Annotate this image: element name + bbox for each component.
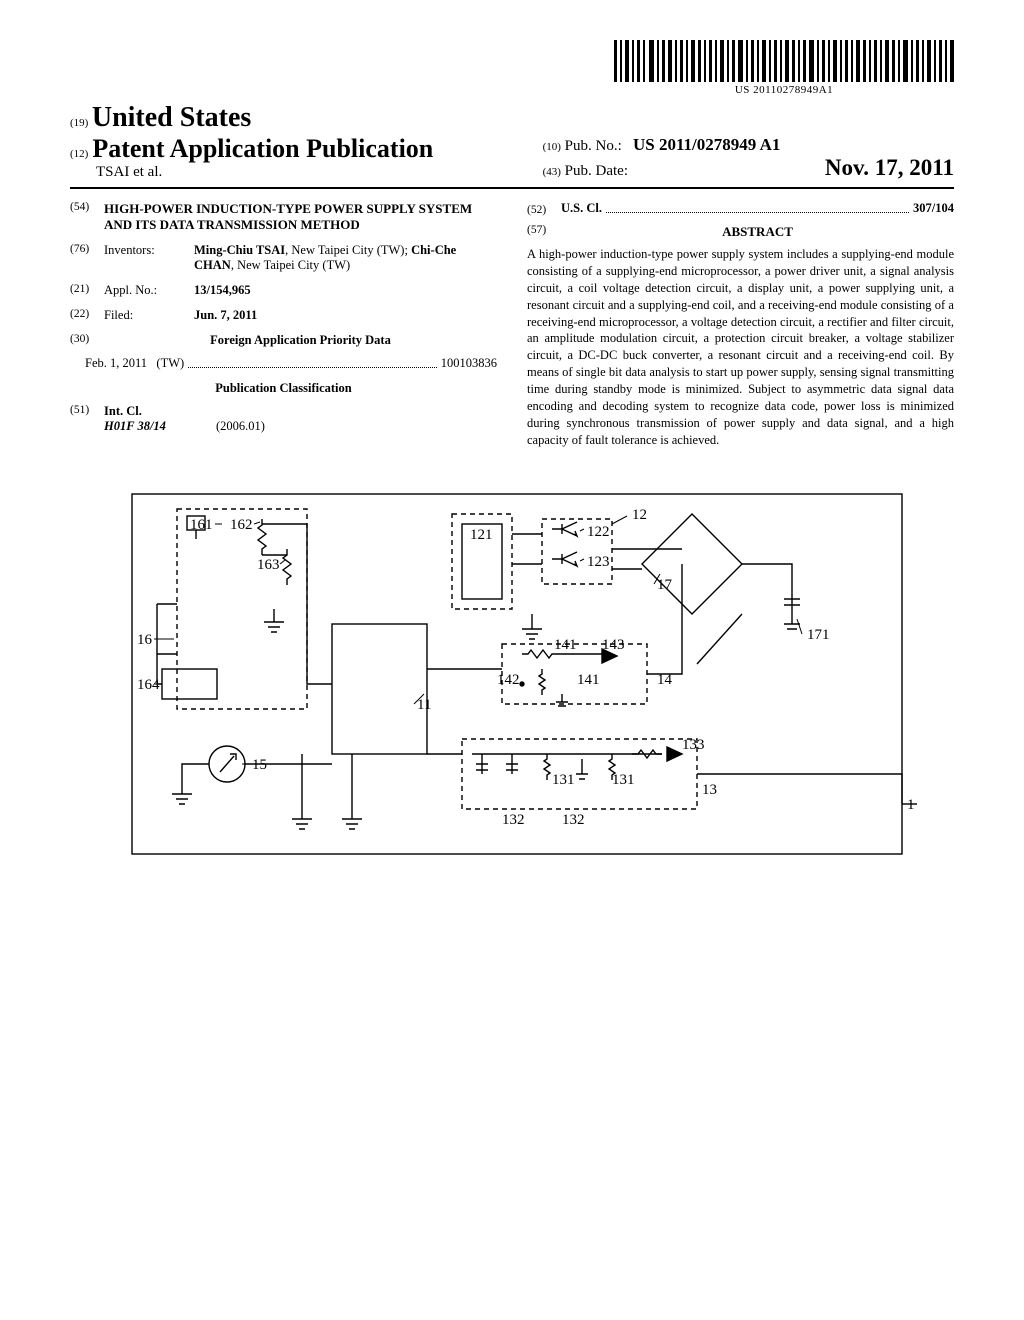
pubtype: Patent Application Publication bbox=[92, 134, 433, 163]
uscl-value: 307/104 bbox=[913, 201, 954, 216]
svg-text:161: 161 bbox=[190, 517, 213, 533]
figure: 161 162 163 16 164 15 11 121 122 123 12 … bbox=[70, 474, 954, 879]
svg-text:133: 133 bbox=[682, 737, 705, 753]
barcode-svg bbox=[614, 40, 954, 82]
filed-row: (22) Filed: Jun. 7, 2011 bbox=[70, 308, 497, 323]
title-num: 54 bbox=[74, 201, 86, 213]
inventors-row: (76) Inventors: Ming-Chiu TSAI, New Taip… bbox=[70, 243, 497, 273]
intcl-code: H01F 38/14 bbox=[104, 419, 166, 433]
authors-line: TSAI et al. bbox=[70, 164, 523, 181]
svg-text:141: 141 bbox=[554, 637, 577, 653]
pubdate-line: (43) Pub. Date: Nov. 17, 2011 bbox=[543, 155, 954, 181]
pubdate-num: 43 bbox=[546, 166, 557, 178]
country-num: 19 bbox=[74, 117, 85, 129]
abstract-num: 57 bbox=[531, 224, 543, 236]
header: (19) United States (12) Patent Applicati… bbox=[70, 102, 954, 189]
svg-text:12: 12 bbox=[632, 507, 647, 523]
filed-value: Jun. 7, 2011 bbox=[194, 308, 257, 322]
uscl-label: U.S. Cl. bbox=[561, 201, 602, 216]
inventors-label: Inventors: bbox=[104, 243, 194, 273]
foreign-heading: Foreign Application Priority Data bbox=[104, 333, 497, 348]
foreign-priority-row: Feb. 1, 2011 (TW) 100103836 bbox=[70, 356, 497, 371]
invention-title: HIGH-POWER INDUCTION-TYPE POWER SUPPLY S… bbox=[104, 201, 497, 233]
svg-text:164: 164 bbox=[137, 677, 160, 693]
pubtype-line: (12) Patent Application Publication bbox=[70, 134, 523, 164]
country-line: (19) United States bbox=[70, 102, 523, 134]
uscl-num: 52 bbox=[531, 204, 543, 216]
svg-text:15: 15 bbox=[252, 757, 267, 773]
svg-text:17: 17 bbox=[657, 577, 673, 593]
svg-text:171: 171 bbox=[807, 627, 830, 643]
intcl-edition: (2006.01) bbox=[216, 419, 265, 434]
applno-label: Appl. No.: bbox=[104, 283, 194, 298]
svg-text:123: 123 bbox=[587, 554, 610, 570]
svg-text:163: 163 bbox=[257, 557, 280, 573]
intcl-num: 51 bbox=[74, 404, 86, 416]
svg-text:14: 14 bbox=[657, 672, 673, 688]
pubno-label: Pub. No.: bbox=[565, 138, 622, 154]
country-name: United States bbox=[92, 102, 251, 133]
svg-text:131: 131 bbox=[552, 772, 575, 788]
intcl-label: Int. Cl. bbox=[104, 404, 142, 418]
pubdate-label: Pub. Date: bbox=[565, 163, 628, 179]
barcode-text: US 20110278949A1 bbox=[614, 84, 954, 96]
svg-text:1: 1 bbox=[907, 797, 915, 813]
barcode: US 20110278949A1 bbox=[614, 40, 954, 96]
svg-text:162: 162 bbox=[230, 517, 253, 533]
svg-text:132: 132 bbox=[502, 812, 525, 828]
pubno: US 2011/0278949 A1 bbox=[633, 135, 780, 154]
svg-text:143: 143 bbox=[602, 637, 625, 653]
intcl-section: (51) Int. Cl. H01F 38/14 (2006.01) bbox=[70, 404, 497, 434]
uscl-row: (52) U.S. Cl. 307/104 bbox=[527, 201, 954, 216]
svg-text:132: 132 bbox=[562, 812, 585, 828]
inventors-value: Ming-Chiu TSAI, New Taipei City (TW); Ch… bbox=[194, 243, 497, 273]
pubno-num: 10 bbox=[546, 141, 557, 153]
foreign-num: 30 bbox=[74, 333, 86, 345]
inventors-num: 76 bbox=[74, 243, 86, 255]
pubdate: Nov. 17, 2011 bbox=[825, 155, 954, 181]
svg-text:122: 122 bbox=[587, 524, 610, 540]
title-row: (54) HIGH-POWER INDUCTION-TYPE POWER SUP… bbox=[70, 201, 497, 233]
foreign-country: (TW) bbox=[156, 356, 184, 371]
filed-label: Filed: bbox=[104, 308, 194, 323]
foreign-appno: 100103836 bbox=[441, 356, 497, 371]
svg-text:131: 131 bbox=[612, 772, 635, 788]
abstract-heading: ABSTRACT bbox=[561, 224, 954, 240]
svg-text:13: 13 bbox=[702, 782, 717, 798]
svg-text:141: 141 bbox=[577, 672, 600, 688]
svg-text:16: 16 bbox=[137, 632, 153, 648]
filed-num: 22 bbox=[74, 308, 86, 320]
foreign-date: Feb. 1, 2011 bbox=[85, 356, 147, 371]
foreign-priority-section: (30) Foreign Application Priority Data F… bbox=[70, 333, 497, 371]
barcode-area: US 20110278949A1 bbox=[70, 40, 954, 98]
pubtype-num: 12 bbox=[74, 148, 85, 160]
applno-num: 21 bbox=[74, 283, 86, 295]
svg-text:121: 121 bbox=[470, 527, 493, 543]
pubclass-heading: Publication Classification bbox=[70, 381, 497, 396]
applno-row: (21) Appl. No.: 13/154,965 bbox=[70, 283, 497, 298]
applno-value: 13/154,965 bbox=[194, 283, 251, 297]
circuit-diagram: 161 162 163 16 164 15 11 121 122 123 12 … bbox=[102, 474, 922, 874]
svg-text:142: 142 bbox=[497, 672, 520, 688]
abstract-body: A high-power induction-type power supply… bbox=[527, 246, 954, 449]
pubno-line: (10) Pub. No.: US 2011/0278949 A1 bbox=[543, 135, 954, 155]
